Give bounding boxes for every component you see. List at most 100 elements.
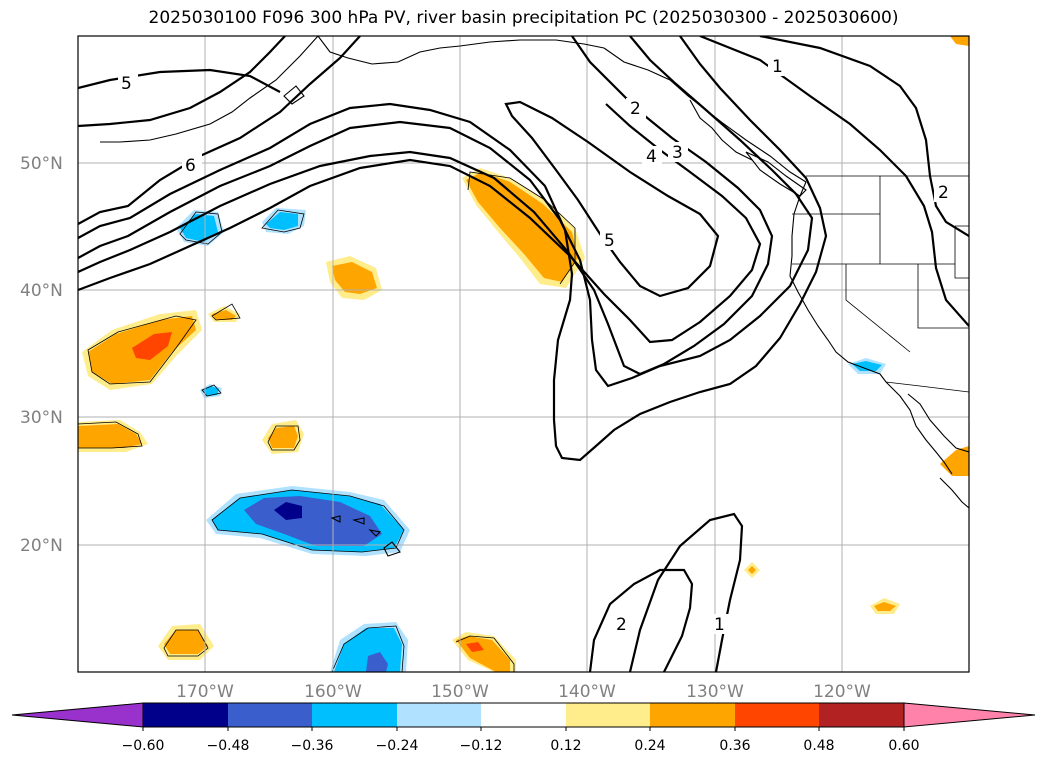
coastline-baja: [885, 381, 953, 475]
map-title: 2025030100 F096 300 hPa PV, river basin …: [148, 8, 899, 28]
colorbar-tick-label: 0.36: [719, 738, 750, 754]
colorbar-tick-label: 0.60: [888, 738, 919, 754]
contour-label: 4: [646, 147, 657, 167]
colorbar-ticks: [142, 727, 905, 731]
coastline-baja-east: [907, 393, 969, 453]
coastline-mainland-mexico: [939, 477, 969, 509]
colorbar-tick-label: −0.12: [460, 738, 503, 754]
precip-outline: [163, 629, 209, 657]
lon-tick-label: 170°W: [176, 682, 234, 702]
coastline-hawaii-small: [330, 515, 382, 537]
colorbar-extend-low: [11, 702, 144, 728]
contour-label: 5: [121, 74, 132, 94]
colorbar-tick-label: 0.48: [803, 738, 834, 754]
coastline-alaska: [317, 36, 605, 65]
precip-area: [748, 566, 756, 574]
colorbar-segment: [397, 703, 481, 727]
pv-contours: [78, 36, 969, 672]
coastline-kodiak: [283, 85, 305, 105]
label-bg: [642, 146, 662, 166]
contour-label: 1: [772, 57, 783, 77]
precip-area: [852, 361, 882, 371]
contour-label: 6: [185, 156, 196, 176]
precip-outline: [331, 625, 405, 672]
pv-contour-west-4: [78, 36, 774, 376]
precip-area: [78, 424, 142, 448]
colorbar-tick-label: −0.48: [207, 738, 250, 754]
coastlines: [100, 36, 969, 557]
precip-area: [164, 630, 208, 654]
colorbar-tick-label: −0.60: [122, 738, 165, 754]
colorbar-segment: [819, 703, 904, 727]
pv-contour-west-2: [78, 36, 828, 462]
map-area: 5 6 2 3 4 5 1 2 2 1: [78, 36, 969, 672]
borders: [792, 175, 969, 393]
lon-tick-label: 120°W: [813, 682, 871, 702]
label-bg: [668, 142, 688, 162]
coastline-alaska-peninsula: [100, 36, 319, 143]
precip-area: [950, 36, 969, 46]
lon-tick-label: 140°W: [558, 682, 616, 702]
lon-tick-label: 150°W: [431, 682, 489, 702]
contour-label: 5: [604, 231, 615, 251]
label-bg: [710, 614, 730, 634]
colorbar-segment: [143, 703, 228, 727]
pv-contour-west-3: [78, 36, 814, 388]
precip-area: [332, 262, 377, 294]
colorbar-segment: [566, 703, 650, 727]
map-frame: [77, 35, 970, 673]
precip-area: [466, 172, 578, 282]
contour-label: 2: [616, 615, 627, 635]
precip-area: [266, 212, 298, 230]
colorbar-tick-label: −0.24: [376, 738, 419, 754]
coastline-west-coast: [789, 181, 887, 383]
pv-contour-east-1: [759, 36, 969, 237]
colorbar-tick-label: 0.24: [634, 738, 665, 754]
colorbar-segment: [650, 703, 735, 727]
label-bg: [768, 56, 788, 76]
precip-outline: [211, 303, 241, 321]
pv-contour-south-1: [628, 512, 744, 672]
contour-label: 2: [630, 99, 641, 119]
label-bg: [626, 98, 646, 118]
colorbar-tick-label: 0.12: [550, 738, 581, 754]
pv-contour-inner-5: [504, 100, 720, 298]
pv-contour-south-2: [588, 568, 694, 672]
contour-label: 3: [672, 143, 683, 163]
precip-area: [268, 426, 298, 448]
lon-tick-label: 160°W: [304, 682, 362, 702]
colorbar-segment: [312, 703, 397, 727]
lat-tick-label: 30°N: [20, 408, 63, 428]
label-bg: [182, 154, 202, 174]
colorbar-extend-high: [903, 702, 1036, 728]
pv-contour-west-1: [78, 36, 361, 225]
pv-contour-west-5: [78, 103, 762, 344]
colorbar: −0.60 −0.48 −0.36 −0.24 −0.12 0.12 0.24 …: [11, 702, 1036, 754]
label-bg: [612, 614, 632, 634]
pv-contour-5-west: [78, 68, 281, 93]
pv-contour-labels: 5 6 2 3 4 5 1 2 2 1: [118, 56, 954, 635]
precip-outline: [211, 489, 405, 553]
contour-label: 1: [714, 615, 725, 635]
ocean-background: [78, 36, 969, 672]
precip-area: [366, 652, 388, 672]
precip-area: [203, 386, 219, 396]
precip-area: [132, 332, 172, 360]
label-bg: [118, 72, 138, 92]
colorbar-segment: [228, 703, 312, 727]
precip-area: [874, 602, 896, 611]
colorbar-frame: [142, 702, 905, 728]
lon-tick-label: 130°W: [686, 682, 744, 702]
precip-outline: [455, 635, 515, 672]
pv-contour-6: [78, 36, 286, 128]
border-ca-nv: [845, 264, 911, 353]
precip-outline: [87, 315, 197, 385]
lat-tick-label: 40°N: [20, 281, 63, 301]
coastline-hawaii: [383, 541, 401, 557]
border-ut: [917, 264, 969, 329]
precipitation-shading: [78, 36, 969, 672]
longitude-labels: 170°W 160°W 150°W 140°W 130°W 120°W: [176, 682, 871, 702]
precip-area: [274, 502, 302, 520]
lat-tick-label: 50°N: [20, 154, 63, 174]
